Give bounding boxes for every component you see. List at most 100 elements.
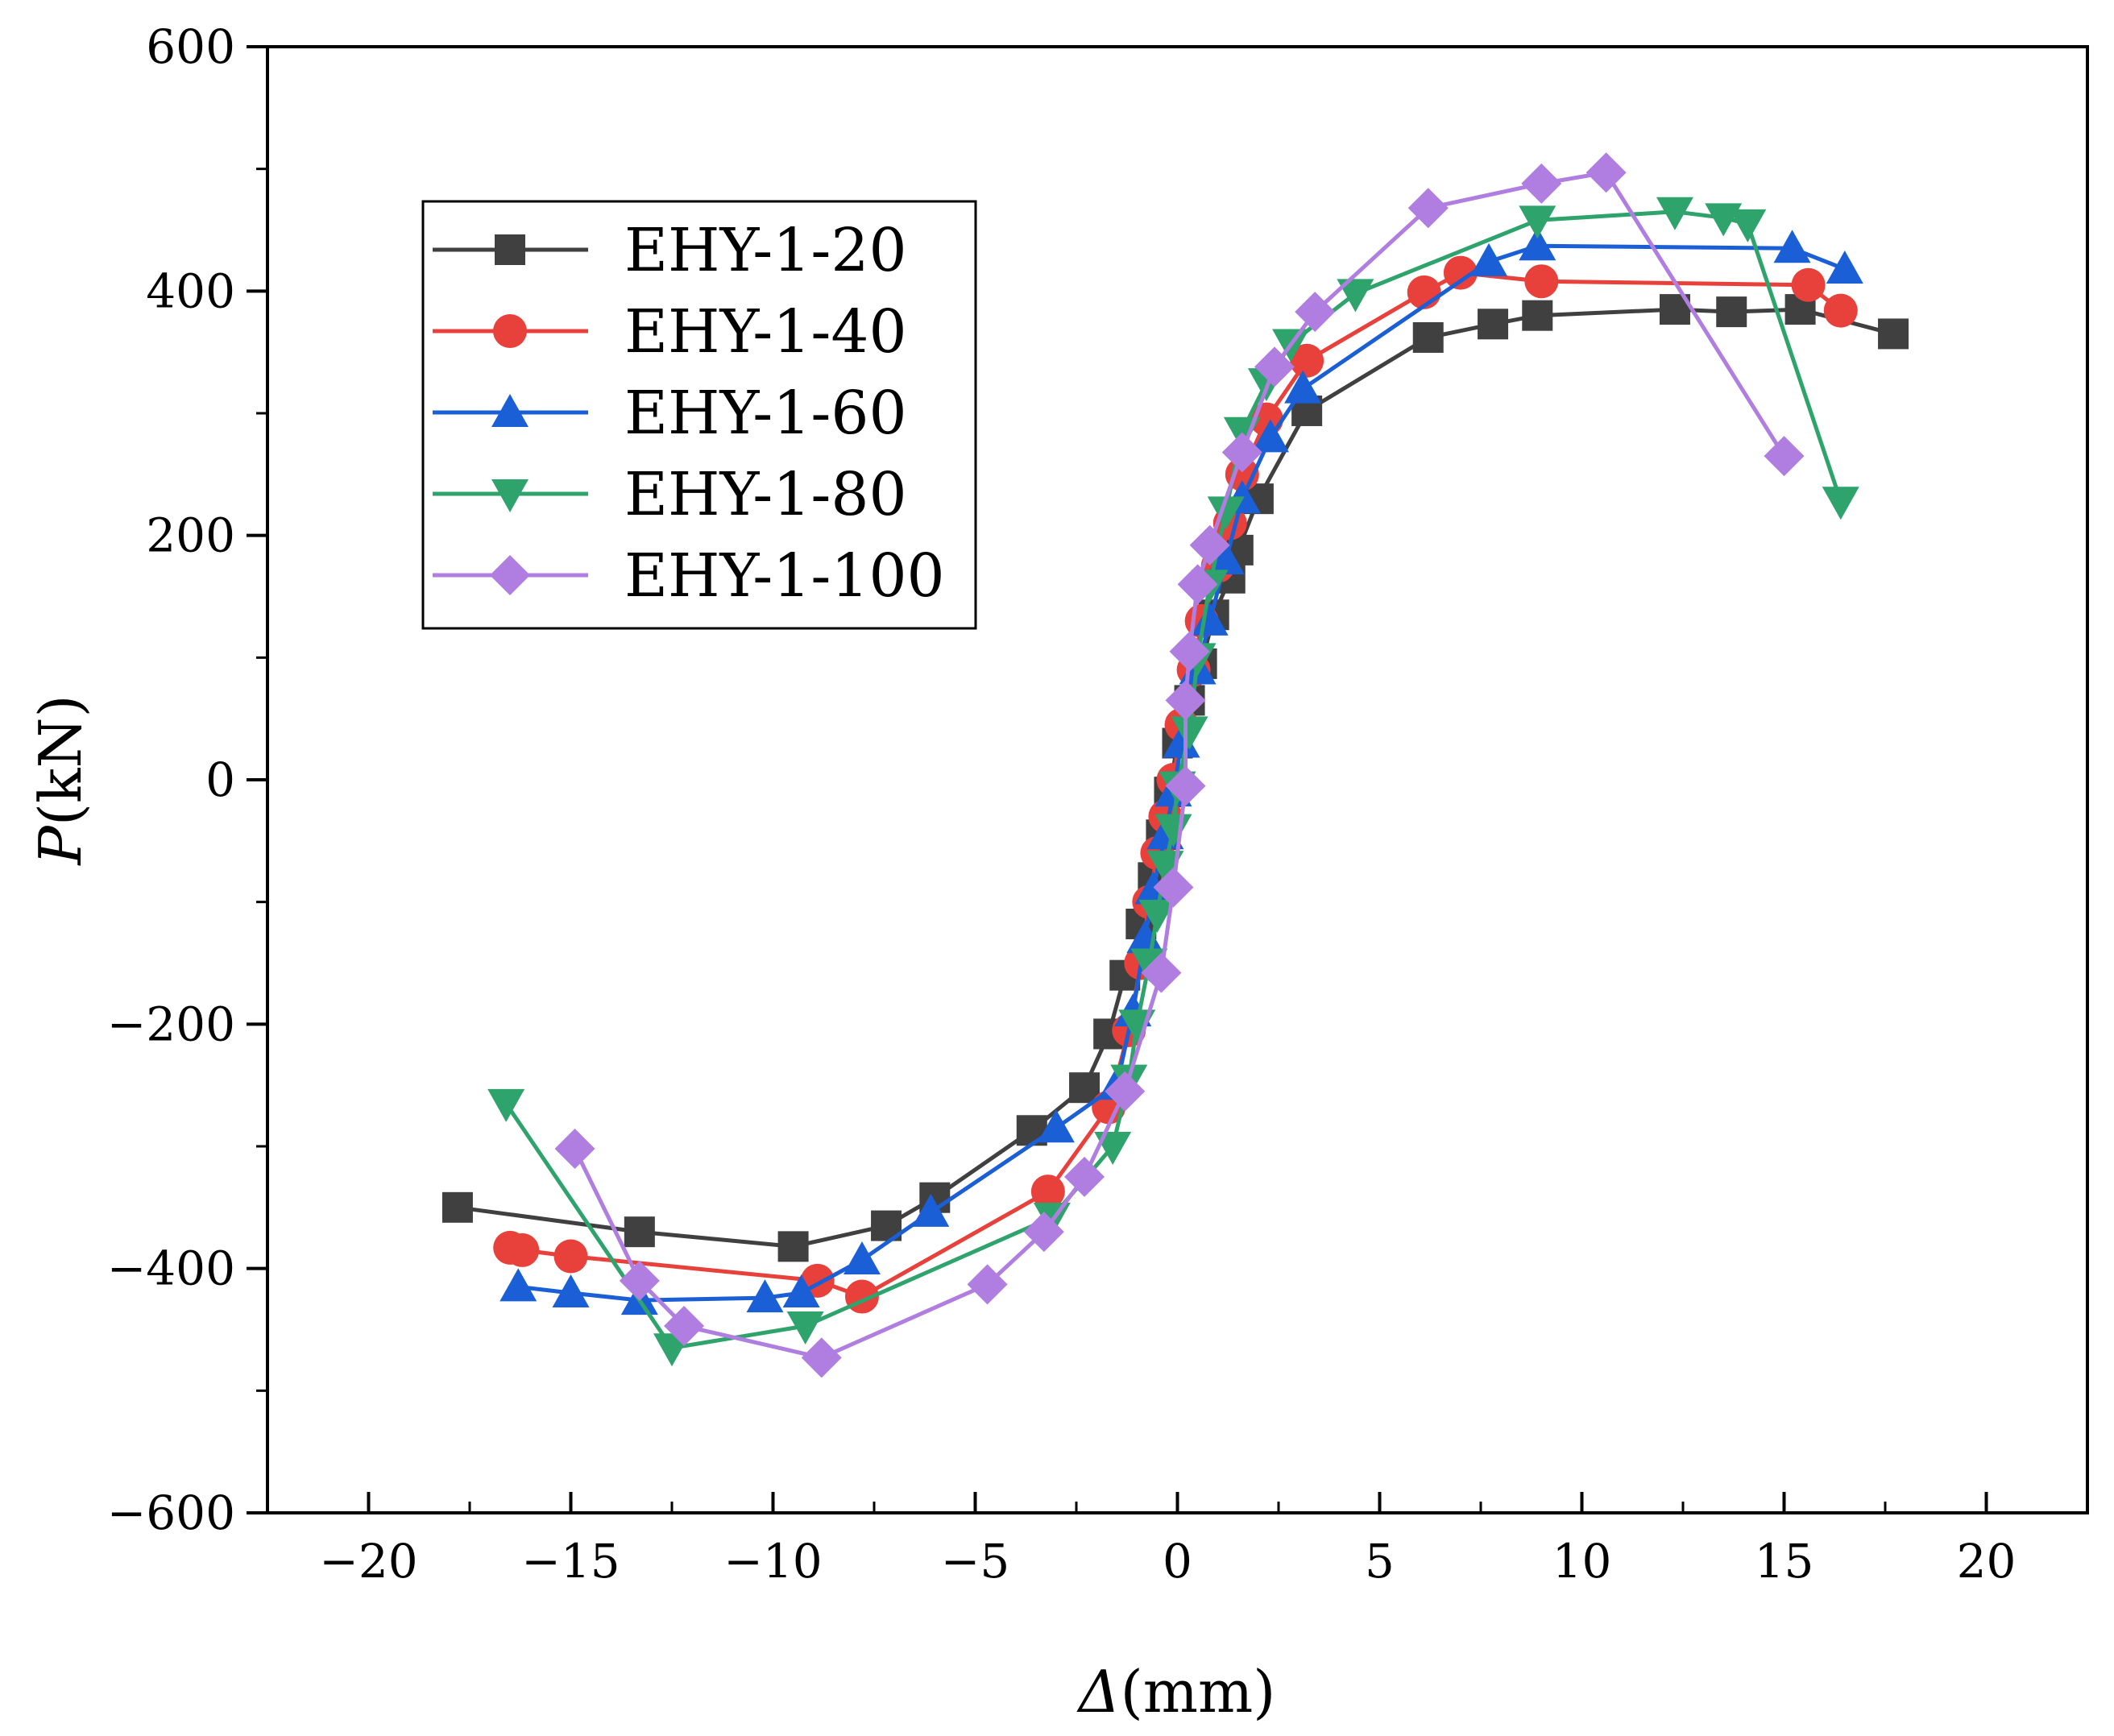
data-point — [1207, 541, 1245, 574]
data-point — [624, 1216, 655, 1248]
data-point — [1165, 680, 1206, 721]
legend-marker — [491, 394, 528, 427]
x-tick-label: 10 — [1552, 1534, 1612, 1589]
data-point — [1189, 524, 1230, 566]
data-point — [777, 1231, 809, 1262]
data-point — [1284, 370, 1322, 404]
y-axis-symbol: P — [27, 825, 94, 867]
x-axis-title: Δ(mm) — [1076, 1658, 1276, 1726]
legend-marker — [493, 314, 527, 348]
data-point — [554, 1129, 595, 1170]
data-point — [1470, 242, 1508, 276]
data-point — [1295, 292, 1336, 333]
legend-label: EHY-1-80 — [624, 460, 907, 529]
data-point — [1105, 1071, 1146, 1112]
data-point — [1221, 432, 1262, 473]
series-line — [573, 170, 1786, 1360]
data-point — [505, 1233, 540, 1267]
data-point — [1764, 436, 1805, 477]
data-point — [912, 1193, 950, 1227]
data-point — [1165, 765, 1206, 806]
axis-ticks: −20 −15 −10 −5 0 5 10 15 20 −600 −400 −200 0 200 400 60… — [107, 19, 2017, 1589]
data-point — [782, 1274, 820, 1307]
y-tick-label: 0 — [205, 752, 235, 807]
data-point — [1207, 496, 1245, 530]
data-point — [1023, 1212, 1064, 1253]
series-layer — [441, 152, 1909, 1378]
x-tick-label: 15 — [1755, 1534, 1814, 1589]
x-tick-label: −10 — [723, 1534, 822, 1589]
data-point — [1146, 851, 1184, 885]
data-point — [1138, 899, 1176, 933]
data-point — [1716, 296, 1747, 328]
y-axis-unit: (kN) — [27, 694, 94, 826]
legend-item: EHY-1-20 — [433, 216, 907, 285]
legend: EHY-1-20 EHY-1-40 EHY-1-60 EHY-1-80 EHY-1-10… — [421, 200, 977, 630]
data-point — [1251, 419, 1289, 453]
x-tick-label: 5 — [1365, 1534, 1395, 1589]
data-point — [1169, 631, 1210, 672]
data-point — [1656, 197, 1693, 230]
data-point — [786, 1311, 824, 1344]
data-point — [1153, 867, 1194, 908]
data-point — [1177, 564, 1218, 605]
data-point — [1823, 293, 1858, 328]
data-point — [843, 1241, 881, 1275]
data-point — [746, 1279, 784, 1313]
data-point — [1522, 300, 1553, 331]
data-point — [552, 1274, 590, 1307]
x-axis-symbol: Δ — [1076, 1658, 1121, 1726]
data-point — [1586, 152, 1627, 193]
legend-marker — [491, 479, 528, 512]
data-point — [1064, 1156, 1105, 1197]
legend-item: EHY-1-40 — [433, 297, 907, 367]
data-point — [499, 1268, 537, 1302]
data-point — [1290, 343, 1324, 378]
series-EHY-1-100 — [554, 152, 1805, 1378]
x-tick-label: 0 — [1163, 1534, 1192, 1589]
x-tick-label: 20 — [1957, 1534, 2017, 1589]
data-point — [441, 1191, 473, 1223]
data-point — [487, 1088, 525, 1122]
data-point — [619, 1260, 660, 1301]
data-point — [1254, 346, 1295, 387]
data-point — [1030, 1175, 1065, 1209]
data-point — [1443, 255, 1478, 290]
legend-label: EHY-1-40 — [624, 297, 907, 367]
y-axis-title: P(kN) — [27, 694, 94, 866]
data-point — [553, 1239, 588, 1274]
data-point — [1791, 267, 1826, 302]
legend-label: EHY-1-100 — [624, 541, 945, 611]
legend-item: EHY-1-60 — [433, 379, 907, 448]
data-point — [1519, 227, 1556, 261]
data-point — [1141, 952, 1182, 993]
data-point — [1037, 1109, 1075, 1143]
data-point — [1822, 487, 1859, 520]
data-point — [1412, 321, 1444, 353]
data-point — [1126, 920, 1164, 954]
data-point — [1524, 264, 1559, 299]
legend-label: EHY-1-60 — [624, 379, 907, 448]
y-tick-label: 200 — [146, 508, 235, 563]
y-tick-label: −600 — [107, 1485, 235, 1540]
data-point — [1163, 724, 1200, 758]
data-point — [1878, 318, 1909, 350]
data-point — [1191, 602, 1229, 636]
x-tick-label: −5 — [941, 1534, 1010, 1589]
y-tick-label: 400 — [146, 263, 235, 318]
legend-label: EHY-1-20 — [624, 216, 907, 285]
x-axis-unit: (mm) — [1121, 1658, 1276, 1726]
data-point — [1729, 209, 1767, 242]
data-point — [1337, 279, 1374, 313]
legend-item: EHY-1-100 — [433, 541, 945, 611]
data-point — [801, 1337, 842, 1378]
legend-item: EHY-1-80 — [433, 460, 907, 529]
legend-marker — [495, 234, 525, 265]
data-point — [1478, 309, 1509, 340]
data-point — [1171, 716, 1208, 750]
y-tick-label: 600 — [146, 19, 235, 74]
data-point — [1521, 163, 1562, 204]
y-tick-label: −200 — [107, 996, 235, 1051]
x-tick-label: −20 — [319, 1534, 417, 1589]
